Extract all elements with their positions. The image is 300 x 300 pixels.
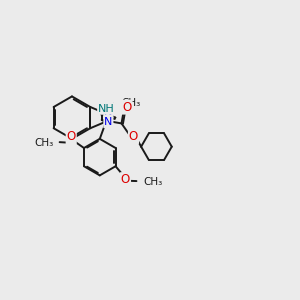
Text: O: O — [129, 130, 138, 143]
Text: NH: NH — [98, 104, 115, 114]
Text: CH₃: CH₃ — [34, 138, 53, 148]
Text: O: O — [121, 173, 130, 186]
Text: O: O — [67, 130, 76, 143]
Text: O: O — [122, 101, 132, 114]
Text: CH₃: CH₃ — [143, 177, 162, 187]
Text: CH₃: CH₃ — [122, 98, 141, 108]
Text: N: N — [104, 117, 112, 127]
Text: N: N — [104, 107, 112, 117]
